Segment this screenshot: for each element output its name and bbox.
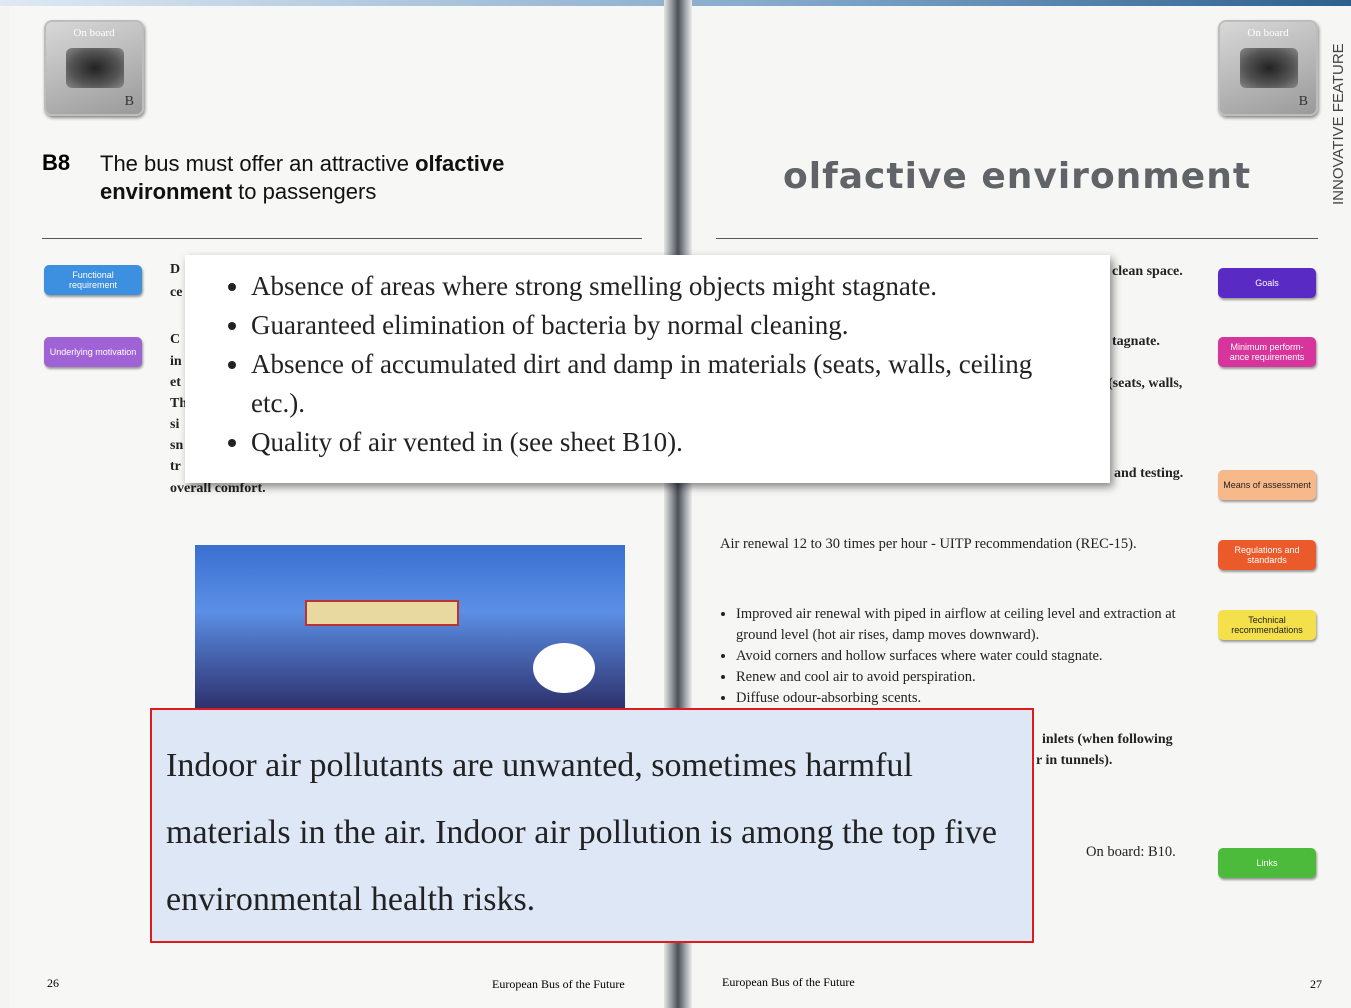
text-fragment: sn [170,438,183,454]
recommendation: Improved air renewal with piped in airfl… [736,604,1200,646]
heading-tail: to passengers [232,179,376,204]
text-fragment: inlets (when following [1042,732,1173,748]
text-fragment: in [170,354,182,370]
text-fragment: (seats, walls, [1108,376,1182,392]
illustration [195,545,625,710]
badge: On board B [1218,20,1318,116]
popup: Absence of areas where strong smelling o… [185,255,1110,483]
tag: Links [1218,848,1316,878]
bullet: Quality of air vented in (see sheet B10)… [251,423,1071,462]
text-fragment: si [170,417,179,433]
badge: On board B [44,20,144,116]
text-fragment: clean space. [1112,264,1183,280]
callout-text: Indoor air pollutants are unwanted, some… [166,732,1020,933]
recommendation: Avoid corners and hollow surfaces where … [736,646,1200,667]
text-fragment: C [170,332,180,348]
recommendations: Improved air renewal with piped in airfl… [720,604,1200,709]
side-label: INNOVATIVE FEATURE [1330,43,1347,205]
text-fragment: overall comfort. [170,481,266,497]
tag: Goals [1218,268,1316,298]
badge-image [66,48,124,88]
heading: The bus must offer an attractive olfacti… [100,150,590,206]
recommendation: Renew and cool air to avoid perspiration… [736,667,1200,688]
heading-lead: The bus must offer an attractive [100,151,415,176]
tag: Means of assessment [1218,470,1316,500]
page-number: 26 [47,976,59,991]
rule [716,238,1318,239]
bullet: Absence of accumulated dirt and damp in … [251,345,1071,423]
recommendation: Diffuse odour-absorbing scents. [736,688,1200,709]
title: olfactive environment [783,156,1251,197]
text-fragment: r in tunnels). [1036,753,1112,769]
badge-label: On board [46,27,142,39]
bullet: Guaranteed elimination of bacteria by no… [251,306,1071,345]
badge-label: On board [1220,27,1316,39]
page-number: 27 [1310,977,1322,992]
text-fragment: ce [170,285,182,301]
tag: Regulations and standards [1218,540,1316,570]
links: On board: B10. [1086,842,1176,863]
footer: European Bus of the Future [492,977,625,992]
badge-letter: B [125,94,134,110]
sheet-code: B8 [42,150,70,176]
page: On board B B8 The bus must offer an attr… [0,0,1351,1008]
tag: Technical recommendations [1218,610,1316,640]
text-fragment: et [170,375,181,391]
tag: Underlying motivation [44,337,142,367]
tag: Minimum perform-ance requirements [1218,337,1316,367]
badge-letter: B [1299,94,1308,110]
footer: European Bus of the Future [722,975,855,990]
illustration-vent [305,600,459,626]
illustration-bubble [533,643,595,693]
callout: Indoor air pollutants are unwanted, some… [150,708,1034,943]
recommendation-list: Improved air renewal with piped in airfl… [720,604,1200,709]
regulation: Air renewal 12 to 30 times per hour - UI… [720,534,1200,555]
text-fragment: D [170,262,180,278]
text-fragment: tagnate. [1112,334,1160,350]
rule [42,238,642,239]
badge-image [1240,48,1298,88]
bullet: Absence of areas where strong smelling o… [251,267,1071,306]
tag: Functional requirement [44,265,142,295]
text-fragment: tr [170,459,181,475]
bullet-list: Absence of areas where strong smelling o… [225,267,1071,462]
text-fragment: and testing. [1114,466,1183,482]
